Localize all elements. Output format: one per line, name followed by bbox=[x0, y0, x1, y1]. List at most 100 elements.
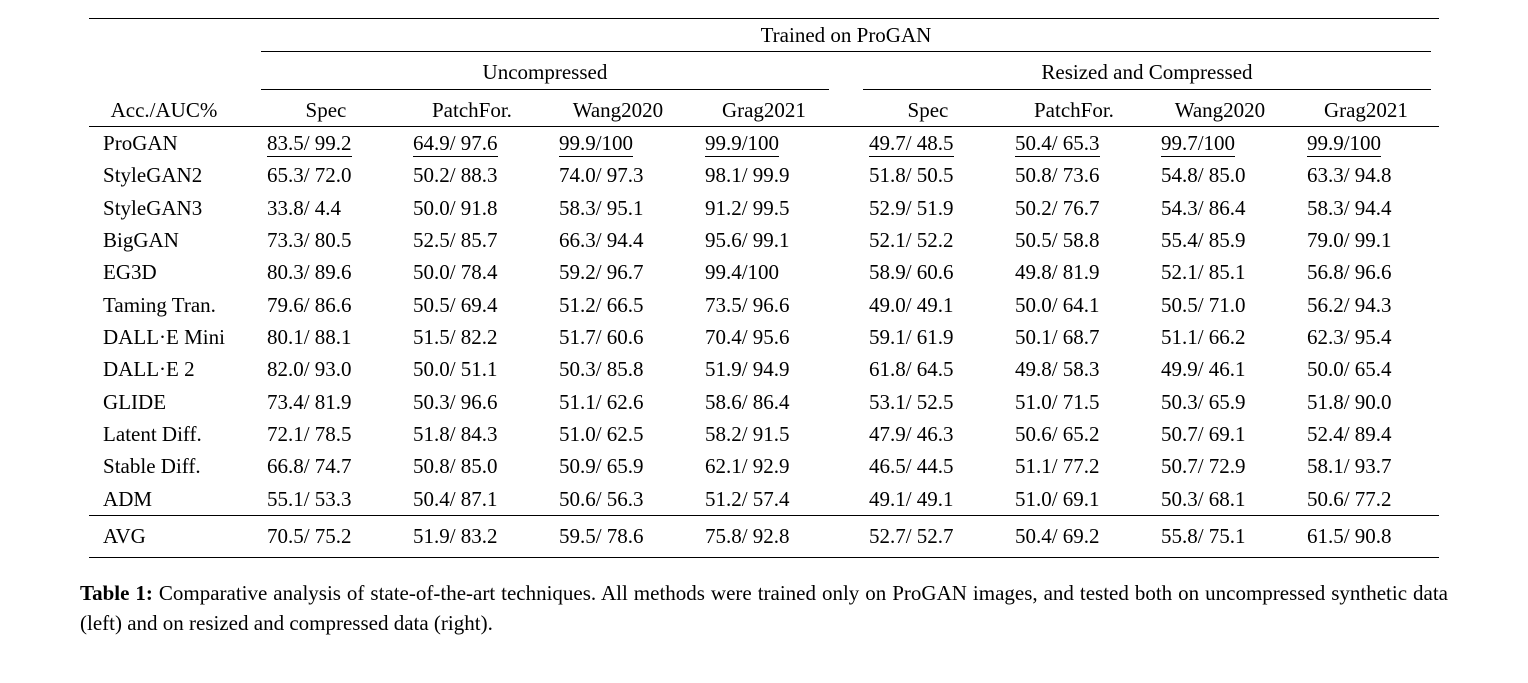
table-row: DALL·E 282.0/ 93.050.0/ 51.150.3/ 85.851… bbox=[89, 353, 1439, 385]
header-row-top: Trained on ProGAN bbox=[89, 19, 1439, 52]
avg-cell: 70.5/ 75.2 bbox=[253, 516, 399, 557]
data-cell: 91.2/ 99.5 bbox=[691, 192, 837, 224]
data-cell: 49.8/ 81.9 bbox=[1001, 256, 1147, 288]
header-row-groups: Uncompressed Resized and Compressed bbox=[89, 56, 1439, 88]
data-cell: 50.3/ 96.6 bbox=[399, 386, 545, 418]
data-cell: 58.3/ 95.1 bbox=[545, 192, 691, 224]
group-gap bbox=[837, 353, 855, 385]
table-row: Taming Tran.79.6/ 86.650.5/ 69.451.2/ 66… bbox=[89, 289, 1439, 321]
avg-cell: 50.4/ 69.2 bbox=[1001, 516, 1147, 557]
data-cell: 50.2/ 88.3 bbox=[399, 159, 545, 191]
group-gap bbox=[837, 159, 855, 191]
row-label: ProGAN bbox=[89, 127, 253, 160]
table-row: Stable Diff.66.8/ 74.750.8/ 85.050.9/ 65… bbox=[89, 450, 1439, 482]
data-cell: 55.1/ 53.3 bbox=[253, 483, 399, 516]
data-cell: 50.0/ 91.8 bbox=[399, 192, 545, 224]
data-cell: 50.8/ 73.6 bbox=[1001, 159, 1147, 191]
row-label: StyleGAN2 bbox=[89, 159, 253, 191]
col-patchfor-1: PatchFor. bbox=[399, 94, 545, 127]
data-cell: 49.1/ 49.1 bbox=[855, 483, 1001, 516]
col-grag-2: Grag2021 bbox=[1293, 94, 1439, 127]
data-cell: 55.4/ 85.9 bbox=[1147, 224, 1293, 256]
data-cell: 73.3/ 80.5 bbox=[253, 224, 399, 256]
col-wang-2: Wang2020 bbox=[1147, 94, 1293, 127]
data-cell: 83.5/ 99.2 bbox=[253, 127, 399, 160]
data-cell: 79.0/ 99.1 bbox=[1293, 224, 1439, 256]
data-cell: 51.1/ 62.6 bbox=[545, 386, 691, 418]
rowhead-label: Acc./AUC% bbox=[89, 94, 253, 127]
group-gap bbox=[837, 289, 855, 321]
data-cell: 51.8/ 90.0 bbox=[1293, 386, 1439, 418]
avg-label: AVG bbox=[89, 516, 253, 557]
caption-text: Comparative analysis of state-of-the-art… bbox=[80, 581, 1448, 635]
group-uncompressed: Uncompressed bbox=[253, 56, 837, 88]
avg-cell: 59.5/ 78.6 bbox=[545, 516, 691, 557]
results-table: Trained on ProGAN Uncompressed Resized a… bbox=[89, 18, 1439, 558]
avg-cell: 61.5/ 90.8 bbox=[1293, 516, 1439, 557]
group-gap bbox=[837, 450, 855, 482]
data-cell: 50.0/ 65.4 bbox=[1293, 353, 1439, 385]
col-wang-1: Wang2020 bbox=[545, 94, 691, 127]
data-cell: 58.2/ 91.5 bbox=[691, 418, 837, 450]
data-cell: 58.9/ 60.6 bbox=[855, 256, 1001, 288]
table-caption: Table 1: Comparative analysis of state-o… bbox=[80, 578, 1448, 639]
data-cell: 47.9/ 46.3 bbox=[855, 418, 1001, 450]
data-cell: 51.7/ 60.6 bbox=[545, 321, 691, 353]
data-cell: 50.5/ 69.4 bbox=[399, 289, 545, 321]
group-gap bbox=[837, 94, 855, 127]
group-gap bbox=[837, 483, 855, 516]
data-cell: 49.0/ 49.1 bbox=[855, 289, 1001, 321]
data-cell: 50.3/ 68.1 bbox=[1147, 483, 1293, 516]
data-cell: 51.0/ 69.1 bbox=[1001, 483, 1147, 516]
data-cell: 72.1/ 78.5 bbox=[253, 418, 399, 450]
table-row: ProGAN83.5/ 99.264.9/ 97.699.9/10099.9/1… bbox=[89, 127, 1439, 160]
avg-cell: 52.7/ 52.7 bbox=[855, 516, 1001, 557]
data-cell: 99.7/100 bbox=[1147, 127, 1293, 160]
data-cell: 50.0/ 64.1 bbox=[1001, 289, 1147, 321]
data-cell: 52.9/ 51.9 bbox=[855, 192, 1001, 224]
row-label: Stable Diff. bbox=[89, 450, 253, 482]
avg-row: AVG 70.5/ 75.2 51.9/ 83.2 59.5/ 78.6 75.… bbox=[89, 516, 1439, 557]
data-cell: 95.6/ 99.1 bbox=[691, 224, 837, 256]
row-label: GLIDE bbox=[89, 386, 253, 418]
data-cell: 99.4/100 bbox=[691, 256, 837, 288]
data-cell: 54.8/ 85.0 bbox=[1147, 159, 1293, 191]
data-cell: 50.5/ 58.8 bbox=[1001, 224, 1147, 256]
data-cell: 59.1/ 61.9 bbox=[855, 321, 1001, 353]
data-cell: 50.7/ 72.9 bbox=[1147, 450, 1293, 482]
data-cell: 49.8/ 58.3 bbox=[1001, 353, 1147, 385]
group-gap bbox=[837, 224, 855, 256]
group-gap bbox=[837, 192, 855, 224]
row-label: ADM bbox=[89, 483, 253, 516]
data-cell: 50.2/ 76.7 bbox=[1001, 192, 1147, 224]
data-cell: 51.8/ 50.5 bbox=[855, 159, 1001, 191]
data-cell: 50.6/ 65.2 bbox=[1001, 418, 1147, 450]
row-label: StyleGAN3 bbox=[89, 192, 253, 224]
data-cell: 51.9/ 94.9 bbox=[691, 353, 837, 385]
data-cell: 53.1/ 52.5 bbox=[855, 386, 1001, 418]
data-cell: 79.6/ 86.6 bbox=[253, 289, 399, 321]
avg-cell: 51.9/ 83.2 bbox=[399, 516, 545, 557]
data-cell: 56.2/ 94.3 bbox=[1293, 289, 1439, 321]
data-cell: 56.8/ 96.6 bbox=[1293, 256, 1439, 288]
group-gap bbox=[837, 127, 855, 160]
row-label: DALL·E Mini bbox=[89, 321, 253, 353]
data-cell: 51.1/ 77.2 bbox=[1001, 450, 1147, 482]
data-cell: 99.9/100 bbox=[545, 127, 691, 160]
data-cell: 80.1/ 88.1 bbox=[253, 321, 399, 353]
row-label: Latent Diff. bbox=[89, 418, 253, 450]
data-cell: 99.9/100 bbox=[1293, 127, 1439, 160]
table-row: EG3D80.3/ 89.650.0/ 78.459.2/ 96.799.4/1… bbox=[89, 256, 1439, 288]
data-cell: 50.4/ 65.3 bbox=[1001, 127, 1147, 160]
data-cell: 59.2/ 96.7 bbox=[545, 256, 691, 288]
table-body: ProGAN83.5/ 99.264.9/ 97.699.9/10099.9/1… bbox=[89, 127, 1439, 516]
group-gap bbox=[837, 56, 855, 88]
table-row: ADM55.1/ 53.350.4/ 87.150.6/ 56.351.2/ 5… bbox=[89, 483, 1439, 516]
data-cell: 52.5/ 85.7 bbox=[399, 224, 545, 256]
data-cell: 65.3/ 72.0 bbox=[253, 159, 399, 191]
group-gap bbox=[837, 418, 855, 450]
avg-cell: 55.8/ 75.1 bbox=[1147, 516, 1293, 557]
data-cell: 50.3/ 85.8 bbox=[545, 353, 691, 385]
data-cell: 63.3/ 94.8 bbox=[1293, 159, 1439, 191]
data-cell: 33.8/ 4.4 bbox=[253, 192, 399, 224]
